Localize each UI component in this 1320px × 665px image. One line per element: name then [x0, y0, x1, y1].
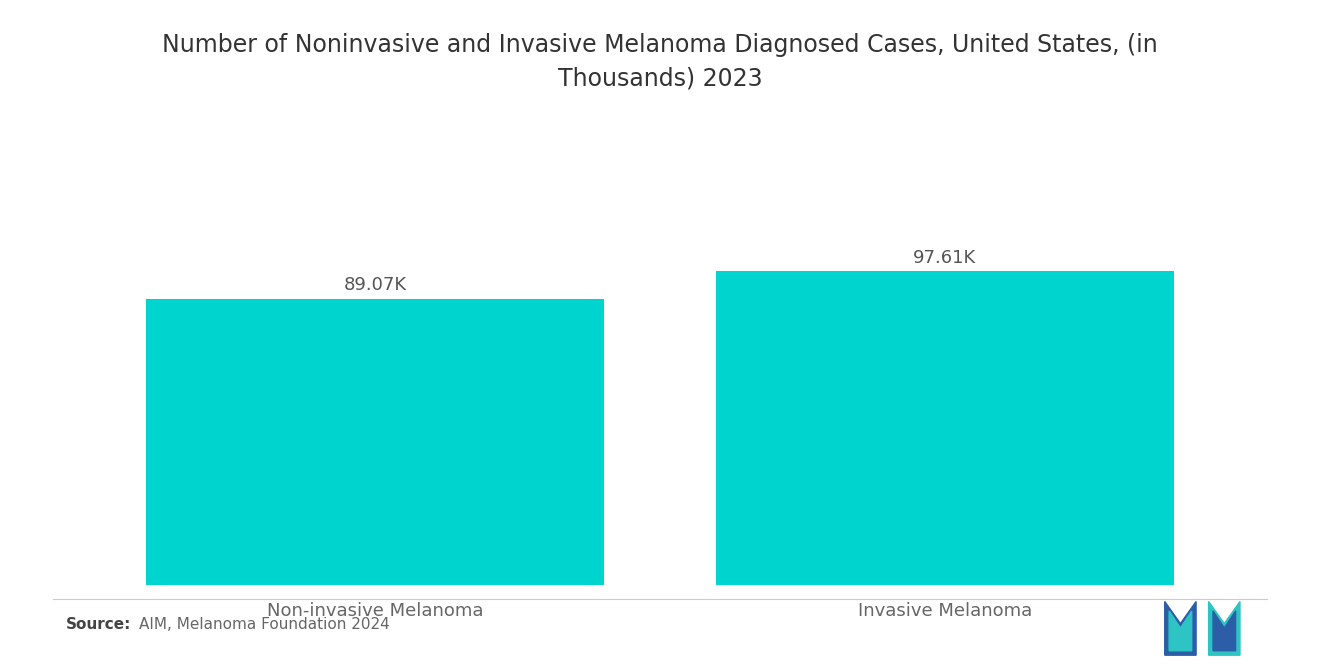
Bar: [715, 271, 1173, 585]
Polygon shape: [1209, 601, 1239, 655]
Text: 89.07K: 89.07K: [343, 276, 407, 294]
Text: 97.61K: 97.61K: [913, 249, 977, 267]
Polygon shape: [1170, 611, 1192, 651]
Text: AIM, Melanoma Foundation 2024: AIM, Melanoma Foundation 2024: [139, 616, 389, 632]
Polygon shape: [1213, 611, 1236, 651]
Polygon shape: [1164, 601, 1196, 655]
Bar: [147, 299, 605, 585]
Text: Source:: Source:: [66, 616, 132, 632]
Text: Number of Noninvasive and Invasive Melanoma Diagnosed Cases, United States, (in
: Number of Noninvasive and Invasive Melan…: [162, 33, 1158, 90]
